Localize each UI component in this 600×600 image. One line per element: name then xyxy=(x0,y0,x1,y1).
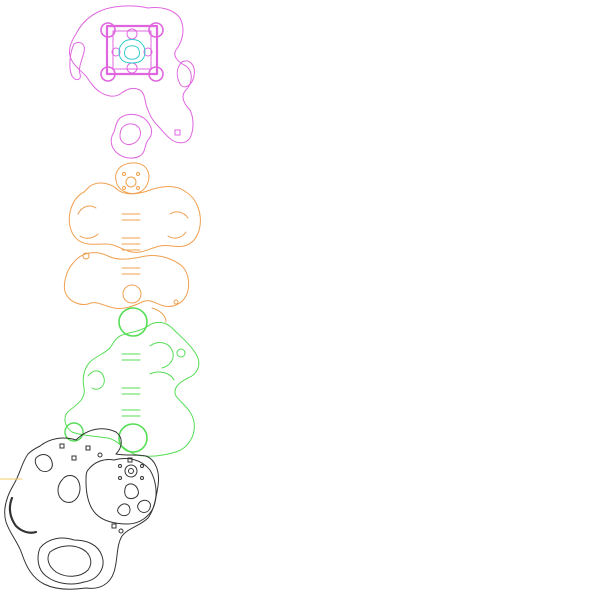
rotunda-center xyxy=(125,176,137,188)
lower-cavern-shaft-top xyxy=(118,307,148,337)
castle-inner-lobe xyxy=(69,41,85,81)
castle-tower-se xyxy=(148,66,164,82)
ruins-lake-outer xyxy=(37,537,104,585)
castle-east-lobe xyxy=(176,60,195,88)
castle-outer-outline xyxy=(69,5,194,144)
ruins-east-chamber xyxy=(85,457,157,525)
ruins-pit-west xyxy=(34,454,53,473)
ruins-gate-1 xyxy=(59,443,65,449)
castle-door-marker xyxy=(174,129,181,136)
ruins-rubble-1 xyxy=(124,483,139,499)
caverns-upper-region xyxy=(63,162,201,323)
castle-courtyard-s xyxy=(126,62,138,74)
upper-cavern-hall xyxy=(68,182,201,253)
upper-cavern-mark-1 xyxy=(173,299,179,305)
ruins-rubble-2 xyxy=(137,499,151,513)
castle-courtyard-e xyxy=(143,47,153,57)
lower-cavern-spring xyxy=(176,348,186,358)
ruins-region xyxy=(4,428,159,590)
ruins-pillar-2 xyxy=(140,464,144,468)
lower-cavern-west-shaft xyxy=(64,422,84,442)
ruins-statue-ring xyxy=(124,464,138,478)
ruins-gate-4 xyxy=(111,523,117,529)
ruins-gate-2 xyxy=(71,455,77,461)
upper-cavern-mark-2 xyxy=(82,252,90,260)
ruins-pillar-3 xyxy=(118,476,122,480)
castle-throne-room xyxy=(118,39,146,64)
castle-south-passage xyxy=(110,113,153,159)
ruins-statue xyxy=(128,468,134,474)
lower-stair-marks xyxy=(121,353,141,417)
ruins-pillar-1 xyxy=(118,464,122,468)
upper-stair-marks xyxy=(121,213,141,275)
castle-region xyxy=(69,5,195,159)
lower-cavern-inner-1 xyxy=(149,342,174,369)
ruins-gate-5 xyxy=(127,457,133,463)
castle-tower-sw xyxy=(100,66,116,82)
ruins-pillar-4 xyxy=(140,476,144,480)
ruins-marker-2 xyxy=(118,528,124,534)
rotunda-pillar-3 xyxy=(122,186,126,190)
rotunda-pillar-2 xyxy=(136,172,140,176)
upper-cavern-pool xyxy=(122,284,142,304)
lower-cavern-shaft-bottom xyxy=(118,423,148,453)
castle-keep-wall xyxy=(105,24,159,76)
upper-cavern-south xyxy=(63,252,190,309)
castle-keep-inner-wall xyxy=(112,30,152,70)
ruins-outer-wall xyxy=(4,428,159,590)
castle-tower-nw xyxy=(100,22,116,38)
rotunda-pillar-1 xyxy=(122,172,126,176)
upper-cavern-bridge xyxy=(151,307,167,323)
caverns-lower-region xyxy=(64,307,200,457)
castle-south-inner xyxy=(119,123,141,145)
ruins-lake-inner xyxy=(47,545,92,577)
castle-tower-ne xyxy=(148,22,164,38)
ruins-pit-center xyxy=(57,475,81,503)
ruins-west-wall-thick xyxy=(8,496,38,534)
lower-cavern-west-bay xyxy=(87,370,105,390)
ruins-gate-3 xyxy=(85,445,91,451)
lower-cavern-inner-2 xyxy=(149,371,175,381)
ruins-marker-1 xyxy=(97,452,103,458)
rotunda-pillar-4 xyxy=(136,186,140,190)
upper-cavern-hall-inner xyxy=(77,205,189,239)
castle-courtyard-w xyxy=(111,47,121,57)
upper-cavern-rotunda xyxy=(115,162,150,195)
castle-throne-dais xyxy=(124,45,140,60)
lower-cavern-main xyxy=(64,321,200,457)
ruins-rubble-3 xyxy=(117,503,131,517)
